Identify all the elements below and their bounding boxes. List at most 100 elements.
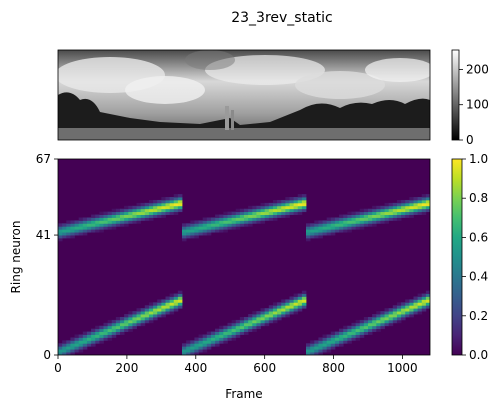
heatmap-cell bbox=[277, 199, 282, 204]
heatmap-cell bbox=[74, 346, 80, 350]
heatmap-cell bbox=[301, 299, 307, 303]
heatmap-cell bbox=[421, 308, 427, 312]
heatmap-cell bbox=[334, 334, 340, 338]
heatmap-cell bbox=[306, 232, 311, 236]
heatmap-cell bbox=[413, 296, 418, 300]
heatmap-cell bbox=[91, 214, 96, 218]
heatmap-cell bbox=[190, 340, 195, 344]
heatmap-cell bbox=[413, 205, 418, 210]
heatmap-cell bbox=[177, 197, 183, 201]
heatmap-cell bbox=[355, 217, 361, 221]
heatmap-cell bbox=[111, 328, 117, 332]
heatmap-cell bbox=[58, 232, 63, 236]
heatmap-cell bbox=[223, 340, 228, 344]
heatmap-cell bbox=[239, 319, 245, 324]
heatmap-cell bbox=[58, 237, 63, 242]
heatmap-cell bbox=[148, 319, 154, 324]
heatmap-cell bbox=[388, 308, 394, 312]
heatmap-cell bbox=[198, 334, 204, 338]
heatmap-cell bbox=[210, 334, 216, 338]
heatmap-cell bbox=[355, 220, 361, 224]
heatmap-cell bbox=[372, 214, 377, 218]
heatmap-cell bbox=[417, 293, 423, 297]
heatmap-cell bbox=[82, 220, 88, 224]
heatmap-cell bbox=[140, 211, 146, 215]
heatmap-cell bbox=[202, 217, 208, 221]
heatmap-cell bbox=[306, 349, 311, 353]
heatmap-cell bbox=[256, 214, 261, 218]
heatmap-cell bbox=[206, 220, 212, 224]
heatmap-cell bbox=[91, 331, 96, 335]
heatmap-cell bbox=[82, 217, 88, 221]
heatmap-cell bbox=[223, 229, 228, 233]
heatmap-cell bbox=[82, 226, 88, 230]
viridis-colorbar-tick-label: 0.8 bbox=[469, 191, 488, 205]
heatmap-cell bbox=[355, 223, 361, 227]
heatmap-cell bbox=[425, 290, 430, 294]
heatmap-cell bbox=[343, 340, 348, 344]
heatmap-cell bbox=[215, 343, 220, 347]
heatmap-cell bbox=[409, 211, 414, 215]
heatmap-cell bbox=[409, 299, 414, 303]
heatmap-cell bbox=[355, 214, 361, 218]
heatmap-cell bbox=[417, 199, 423, 204]
heatmap-cell bbox=[66, 223, 71, 227]
heatmap-cell bbox=[66, 352, 71, 355]
heatmap-cell bbox=[409, 314, 414, 318]
heatmap-cell bbox=[115, 208, 121, 213]
heatmap-cell bbox=[425, 305, 430, 309]
heatmap-cell bbox=[169, 202, 175, 207]
heatmap-cell bbox=[297, 305, 303, 309]
heatmap-cell bbox=[144, 205, 150, 210]
heatmap-cell bbox=[140, 208, 146, 213]
heatmap-cell bbox=[132, 217, 137, 221]
heatmap-cell bbox=[289, 197, 294, 201]
heatmap-cell bbox=[260, 202, 266, 207]
heatmap-cell bbox=[103, 223, 108, 227]
heatmap-cell bbox=[409, 199, 414, 204]
heatmap-cell bbox=[78, 343, 84, 347]
heatmap-cell bbox=[334, 340, 340, 344]
heatmap-cell bbox=[223, 226, 228, 230]
heatmap-cell bbox=[132, 316, 137, 321]
heatmap-cell bbox=[169, 199, 175, 204]
heatmap-cell bbox=[264, 208, 270, 213]
heatmap-cell bbox=[396, 316, 402, 321]
heatmap-cell bbox=[310, 235, 315, 239]
heatmap-cell bbox=[103, 214, 108, 218]
heatmap-cell bbox=[219, 220, 224, 224]
heatmap-cell bbox=[297, 211, 303, 215]
heatmap-cell bbox=[148, 308, 154, 312]
heatmap-cell bbox=[363, 316, 369, 321]
heatmap-cell bbox=[148, 205, 154, 210]
y-axis-label: Ring neuron bbox=[9, 221, 23, 294]
heatmap-cell bbox=[169, 299, 175, 303]
heatmap-cell bbox=[306, 235, 311, 239]
heatmap-cell bbox=[198, 337, 204, 341]
heatmap-cell bbox=[264, 202, 270, 207]
heatmap-cell bbox=[384, 202, 390, 207]
heatmap-cell bbox=[268, 314, 274, 318]
heatmap-cell bbox=[82, 340, 88, 344]
heatmap-cell bbox=[173, 199, 179, 204]
heatmap-cell bbox=[355, 211, 361, 215]
gray-colorbar-tick-label: 100 bbox=[466, 98, 489, 112]
heatmap-cell bbox=[215, 328, 220, 332]
heatmap-cell bbox=[177, 202, 183, 207]
heatmap-cell bbox=[285, 308, 290, 312]
heatmap-cell bbox=[115, 328, 121, 332]
x-tick-label: 1000 bbox=[387, 361, 418, 375]
heatmap-cell bbox=[144, 308, 150, 312]
heatmap-cell bbox=[396, 314, 402, 318]
heatmap-cell bbox=[161, 214, 166, 218]
heatmap-cell bbox=[363, 214, 369, 218]
heatmap-cell bbox=[277, 208, 282, 213]
heatmap-cell bbox=[334, 223, 340, 227]
heatmap-cell bbox=[66, 226, 71, 230]
x-tick-label: 0 bbox=[54, 361, 62, 375]
heatmap-cell bbox=[396, 308, 402, 312]
heatmap-cell bbox=[140, 217, 146, 221]
heatmap-cell bbox=[293, 208, 299, 213]
heatmap-cell bbox=[198, 232, 204, 236]
heatmap-cell bbox=[169, 308, 175, 312]
